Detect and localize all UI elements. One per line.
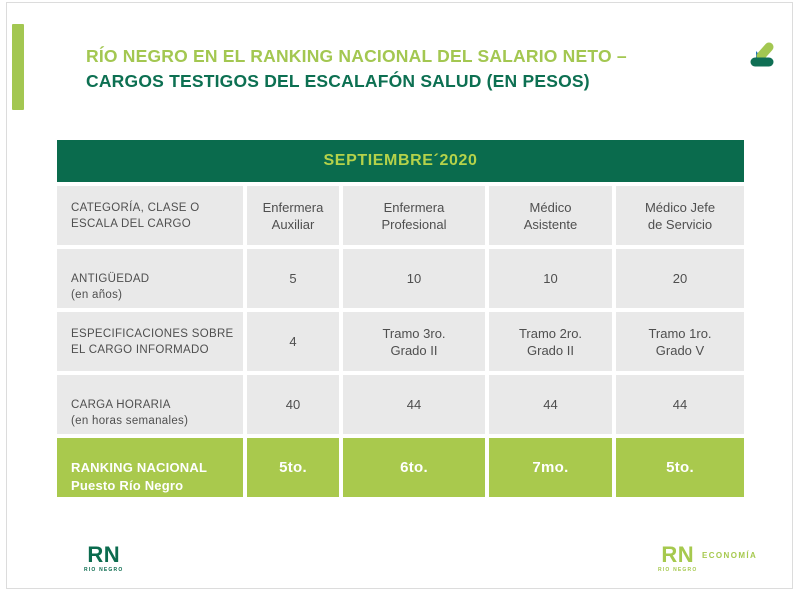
row-label-especificaciones: ESPECIFICACIONES SOBRE EL CARGO INFORMAD… <box>57 312 243 371</box>
rn-logo-text: RN <box>87 542 121 567</box>
table-cell: 4 <box>247 312 339 371</box>
row-label-text: RANKING NACIONAL <box>71 459 208 475</box>
page-title: RÍO NEGRO EN EL RANKING NACIONAL DEL SAL… <box>86 44 706 94</box>
row-label-text: ANTIGÜEDAD <box>71 272 150 285</box>
ranking-cell: 7mo. <box>489 438 612 497</box>
table-cell: Médico Asistente <box>489 186 612 245</box>
economia-label: ECONOMÍA <box>702 551 758 560</box>
salary-ranking-table: SEPTIEMBRE´2020 CATEGORÍA, CLASE O ESCAL… <box>57 140 744 497</box>
title-line2: CARGOS TESTIGOS DEL ESCALAFÓN SALUD (EN … <box>86 71 590 91</box>
rn-logo-subtext: RIO NEGRO <box>84 567 124 573</box>
rn-logo-rio-negro: RN RIO NEGRO <box>84 544 123 573</box>
row-label-antiguedad: ANTIGÜEDAD (en años) <box>57 249 243 308</box>
row-label-subtext: (en horas semanales) <box>71 414 189 427</box>
table-cell: Médico Jefe de Servicio <box>616 186 744 245</box>
table-cell: Tramo 1ro. Grado V <box>616 312 744 371</box>
rn-logo-subtext: RIO NEGRO <box>658 567 698 573</box>
row-label-ranking-nacional: RANKING NACIONAL Puesto Río Negro <box>57 438 243 497</box>
rn-logo-economia: RN RIO NEGRO <box>658 544 697 573</box>
table-cell: 5 <box>247 249 339 308</box>
ranking-cell: 6to. <box>343 438 485 497</box>
table-cell: 10 <box>489 249 612 308</box>
table-cell: 44 <box>343 375 485 434</box>
row-label-carga-horaria: CARGA HORARIA (en horas semanales) <box>57 375 243 434</box>
ranking-cell: 5to. <box>247 438 339 497</box>
title-line1: RÍO NEGRO EN EL RANKING NACIONAL DEL SAL… <box>86 46 627 66</box>
row-label-categoria: CATEGORÍA, CLASE O ESCALA DEL CARGO <box>57 186 243 245</box>
table-cell: Enfermera Auxiliar <box>247 186 339 245</box>
table-cell: 44 <box>616 375 744 434</box>
row-label-text: CARGA HORARIA <box>71 398 171 411</box>
table-cell: Tramo 2ro. Grado II <box>489 312 612 371</box>
table-cell: 20 <box>616 249 744 308</box>
ranking-cell: 5to. <box>616 438 744 497</box>
rn-brand-icon <box>750 42 774 67</box>
row-label-subtext: (en años) <box>71 288 123 301</box>
table-cell: 40 <box>247 375 339 434</box>
table-cell: Enfermera Profesional <box>343 186 485 245</box>
accent-bar <box>12 24 24 110</box>
rn-logo-text: RN <box>661 542 695 567</box>
table-cell: Tramo 3ro. Grado II <box>343 312 485 371</box>
table-cell: 44 <box>489 375 612 434</box>
table-cell: 10 <box>343 249 485 308</box>
table-month-header: SEPTIEMBRE´2020 <box>57 140 744 182</box>
row-label-subtext: Puesto Río Negro <box>71 477 184 493</box>
